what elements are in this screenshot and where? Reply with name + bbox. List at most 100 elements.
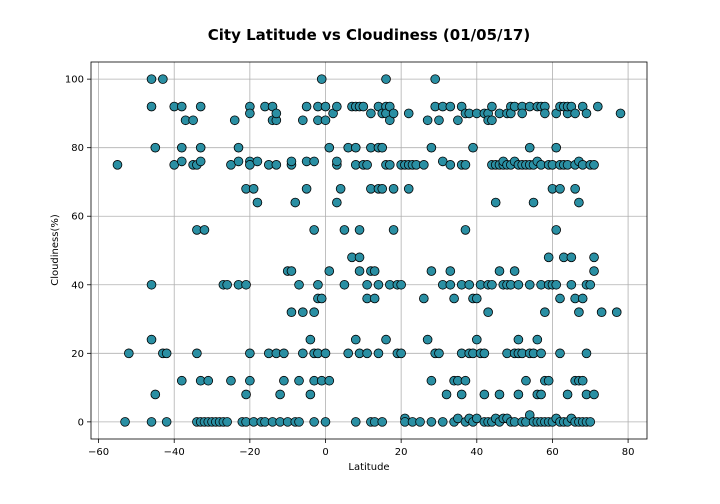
x-tick-label: −40	[164, 447, 185, 458]
data-point	[524, 279, 535, 290]
data-point	[381, 334, 391, 345]
data-point	[566, 279, 577, 290]
data-point	[150, 142, 161, 153]
data-point	[585, 279, 596, 290]
data-point	[388, 108, 399, 119]
data-point	[585, 417, 596, 427]
data-point	[449, 293, 459, 304]
data-point	[343, 348, 353, 359]
data-point	[146, 279, 157, 290]
data-point	[509, 266, 520, 276]
data-point	[192, 348, 202, 359]
data-point	[377, 142, 388, 153]
data-point	[309, 156, 319, 167]
data-point	[596, 307, 607, 317]
data-point	[487, 115, 497, 126]
data-point	[309, 417, 319, 427]
data-point	[540, 307, 550, 317]
data-point	[298, 115, 308, 126]
data-point	[286, 156, 297, 167]
data-point	[305, 334, 316, 345]
data-point	[589, 266, 599, 276]
x-tick-label: 0	[322, 447, 328, 458]
data-point	[222, 279, 232, 290]
data-point	[589, 252, 599, 263]
data-point	[426, 375, 437, 386]
data-point	[245, 108, 255, 119]
data-point	[422, 115, 433, 126]
data-point	[615, 108, 626, 119]
data-point	[146, 101, 157, 112]
data-point	[373, 279, 384, 290]
data-point	[320, 101, 331, 112]
data-point	[301, 101, 312, 112]
x-tick-label: −20	[239, 447, 260, 458]
data-point	[248, 184, 259, 194]
data-point	[373, 348, 384, 359]
data-point	[426, 417, 437, 427]
data-point	[513, 279, 524, 290]
x-axis-label: Latitude	[348, 462, 389, 473]
data-point	[381, 74, 391, 84]
x-tick-label: 80	[622, 447, 635, 458]
data-point	[222, 417, 232, 427]
data-point	[233, 142, 244, 153]
data-point	[150, 389, 161, 400]
data-point	[252, 197, 263, 208]
data-point	[524, 142, 535, 153]
data-point	[195, 156, 206, 167]
data-point	[339, 225, 350, 235]
data-point	[188, 115, 198, 126]
data-point	[176, 375, 187, 386]
data-point	[521, 375, 531, 386]
data-point	[120, 417, 130, 427]
data-point	[350, 417, 361, 427]
data-point	[294, 417, 304, 427]
data-point	[577, 375, 588, 386]
data-point	[233, 156, 244, 167]
data-point	[362, 279, 372, 290]
y-axis-ticks: 0 20 40 60 80 100	[65, 75, 91, 428]
data-point	[245, 375, 255, 386]
data-point	[332, 156, 342, 167]
y-tick-label: 60	[71, 212, 84, 223]
data-point	[479, 348, 490, 359]
data-point	[403, 184, 414, 194]
data-point	[241, 389, 251, 400]
data-point	[456, 389, 467, 400]
y-tick-label: 40	[71, 280, 84, 291]
data-point	[611, 307, 622, 317]
data-point	[487, 101, 497, 112]
data-point	[245, 348, 255, 359]
data-point	[203, 375, 214, 386]
data-point	[124, 348, 134, 359]
data-point	[555, 184, 565, 194]
data-point	[332, 101, 342, 112]
data-point	[543, 375, 554, 386]
data-point	[581, 348, 592, 359]
data-point	[298, 348, 308, 359]
data-point	[483, 307, 493, 317]
data-point	[146, 74, 157, 84]
data-points	[112, 74, 626, 427]
data-point	[460, 160, 471, 170]
data-point	[369, 266, 380, 276]
data-point	[494, 266, 505, 276]
data-point	[434, 348, 444, 359]
data-point	[316, 293, 327, 304]
data-point	[574, 197, 584, 208]
data-point	[298, 307, 308, 317]
data-point	[513, 389, 524, 400]
data-point	[271, 160, 282, 170]
data-point	[570, 184, 580, 194]
data-point	[453, 115, 463, 126]
data-point	[286, 307, 297, 317]
data-point	[471, 293, 482, 304]
data-point	[195, 101, 206, 112]
chart-title: City Latitude vs Cloudiness (01/05/17)	[208, 26, 530, 44]
data-point	[316, 74, 327, 84]
data-point	[290, 197, 301, 208]
data-point	[146, 417, 157, 427]
data-point	[517, 108, 527, 119]
data-point	[279, 348, 289, 359]
